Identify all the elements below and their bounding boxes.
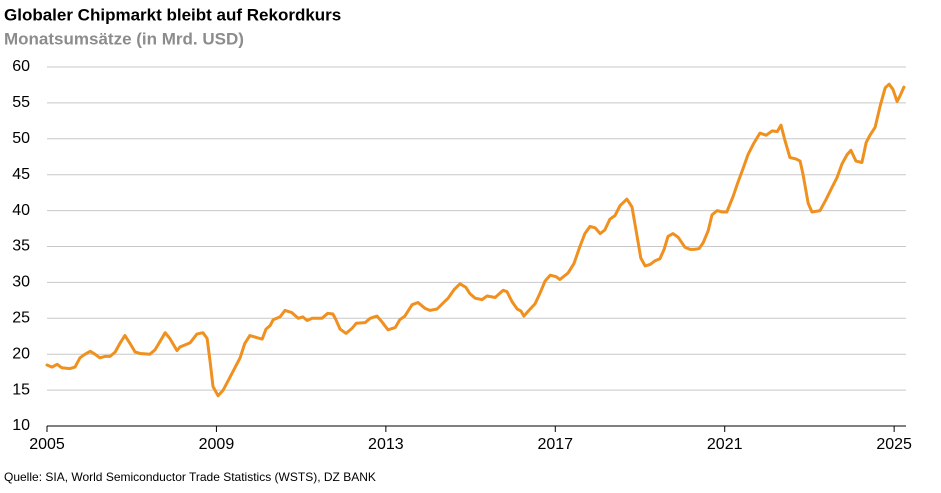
y-tick-label: 10 [12,417,30,434]
x-tick-label: 2013 [368,436,404,453]
y-tick-label: 40 [12,202,30,219]
y-tick-label: 45 [12,166,30,183]
y-tick-label: 35 [12,238,30,255]
x-tick-label: 2005 [29,436,65,453]
chart-subtitle: Monatsumsätze (in Mrd. USD) [4,29,244,48]
y-tick-label: 20 [12,345,30,362]
y-tick-label: 50 [12,130,30,147]
y-tick-label: 30 [12,274,30,291]
y-tick-label: 60 [12,58,30,75]
y-tick-label: 15 [12,381,30,398]
x-tick-label: 2017 [537,436,573,453]
y-tick-label: 55 [12,94,30,111]
x-tick-label: 2025 [876,436,912,453]
x-tick-label: 2009 [199,436,235,453]
chart-title: Globaler Chipmarkt bleibt auf Rekordkurs [4,5,341,24]
y-tick-label: 25 [12,310,30,327]
x-tick-label: 2021 [707,436,743,453]
data-line [45,82,906,398]
source-note: Quelle: SIA, World Semiconductor Trade S… [4,470,376,484]
